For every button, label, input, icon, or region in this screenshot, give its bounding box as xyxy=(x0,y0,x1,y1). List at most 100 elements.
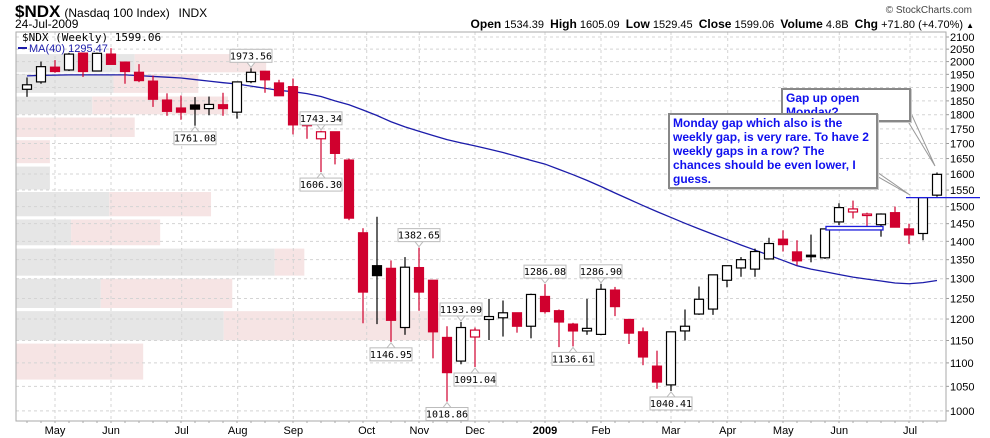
candle xyxy=(483,298,495,341)
callout-pointer-monday-gap xyxy=(865,169,911,196)
label-text: 1606.30 xyxy=(300,180,342,191)
candle-body xyxy=(469,329,481,338)
x-tick-label: Apr xyxy=(719,425,736,437)
candle xyxy=(357,228,369,324)
label-text: 1091.04 xyxy=(454,375,496,386)
candle-body xyxy=(693,298,705,315)
candle-body xyxy=(875,213,887,226)
candle-body xyxy=(735,259,747,269)
price-label: 1146.95 xyxy=(369,342,413,362)
candle-body xyxy=(385,267,397,321)
y-tick-label: 1100 xyxy=(950,358,974,370)
candle xyxy=(105,48,117,65)
candle xyxy=(77,52,89,77)
candle xyxy=(245,68,257,84)
price-label: 1018.86 xyxy=(425,401,469,422)
ma40-line xyxy=(26,74,938,285)
y-tick-label: 1850 xyxy=(950,96,974,108)
chart-date: 24-Jul-2009 xyxy=(15,17,79,31)
callout-lines xyxy=(825,99,980,231)
label-box xyxy=(299,111,343,126)
candle xyxy=(763,237,775,260)
y-tick-label: 1050 xyxy=(950,381,974,393)
candle-body xyxy=(217,104,229,110)
y-tick-label: 2050 xyxy=(950,44,974,56)
candle xyxy=(231,81,243,119)
candle-body xyxy=(525,293,537,327)
candle-body xyxy=(259,70,271,81)
candle xyxy=(161,93,173,116)
legend-price: $NDX (Weekly) 1599.06 xyxy=(22,31,161,44)
vbp-up-bar xyxy=(16,192,110,217)
label-text: 1018.86 xyxy=(426,410,468,421)
label-text: 1743.34 xyxy=(300,114,342,125)
candle xyxy=(273,79,285,97)
candle-body xyxy=(805,254,817,258)
candle xyxy=(343,158,355,221)
label-box xyxy=(523,264,567,279)
up-arrow-icon: ▲ xyxy=(966,21,974,30)
label-box xyxy=(453,372,497,387)
x-tick-label: Nov xyxy=(410,425,430,437)
candle-body xyxy=(133,71,145,82)
legend: $NDX (Weekly) 1599.06 MA(40) 1295.47 xyxy=(18,31,161,55)
price-labels: 1973.56 1761.08 1743.34 1606.30 1382.65 1146.… xyxy=(173,48,693,422)
low-label: Low xyxy=(625,17,650,31)
vbp-up-bar xyxy=(16,166,50,190)
label-box xyxy=(299,177,343,192)
exchange: INDX xyxy=(178,6,208,20)
candle-body xyxy=(245,71,257,83)
candle xyxy=(133,64,145,83)
candle-body xyxy=(651,365,663,383)
candle-body xyxy=(441,336,453,374)
candle-body xyxy=(399,266,411,329)
vbp-up-bar xyxy=(16,219,72,246)
candle xyxy=(287,78,299,135)
vbp-up-bar xyxy=(16,54,135,73)
candle-body xyxy=(147,80,159,100)
label-pointer xyxy=(568,346,578,353)
label-box xyxy=(649,396,693,411)
candle xyxy=(35,61,47,84)
candle-body xyxy=(819,228,831,259)
candle-body xyxy=(119,61,131,73)
candle-body xyxy=(287,86,299,126)
x-tick-label: Dec xyxy=(465,425,485,437)
x-tick-label: Aug xyxy=(228,425,248,437)
candle xyxy=(777,230,789,252)
vbp-down-bar xyxy=(109,192,212,217)
candle xyxy=(329,131,341,165)
candle xyxy=(91,52,103,72)
candle xyxy=(385,260,397,342)
y-tick-label: 1900 xyxy=(950,82,974,94)
copyright: © StockCharts.com xyxy=(885,5,972,16)
candle xyxy=(847,200,859,219)
candle xyxy=(931,172,943,197)
candle-body xyxy=(315,131,327,140)
open-value: 1534.39 xyxy=(504,19,545,31)
label-text: 1382.65 xyxy=(398,231,440,242)
price-label: 1606.30 xyxy=(299,172,343,192)
candle-body xyxy=(581,327,593,332)
candle xyxy=(819,228,831,259)
y-tick-label: 1700 xyxy=(950,138,974,150)
label-pointer xyxy=(456,315,466,322)
plot-border xyxy=(15,31,947,422)
price-label: 1286.90 xyxy=(579,264,623,284)
candle xyxy=(679,309,691,341)
candle-body xyxy=(77,52,89,73)
x-tick-label: Feb xyxy=(592,425,611,437)
y-tick-label: 1500 xyxy=(950,202,974,214)
candle xyxy=(609,286,621,317)
label-text: 1146.95 xyxy=(370,350,412,361)
legend-ma: MA(40) 1295.47 xyxy=(29,43,108,55)
vbp-up-bar xyxy=(16,311,224,341)
vbp-up-bar xyxy=(16,73,114,93)
candle xyxy=(259,70,271,93)
y-tick-label: 1000 xyxy=(950,406,974,418)
label-box xyxy=(397,228,441,243)
candles xyxy=(21,48,943,402)
price-label: 1091.04 xyxy=(453,367,497,387)
